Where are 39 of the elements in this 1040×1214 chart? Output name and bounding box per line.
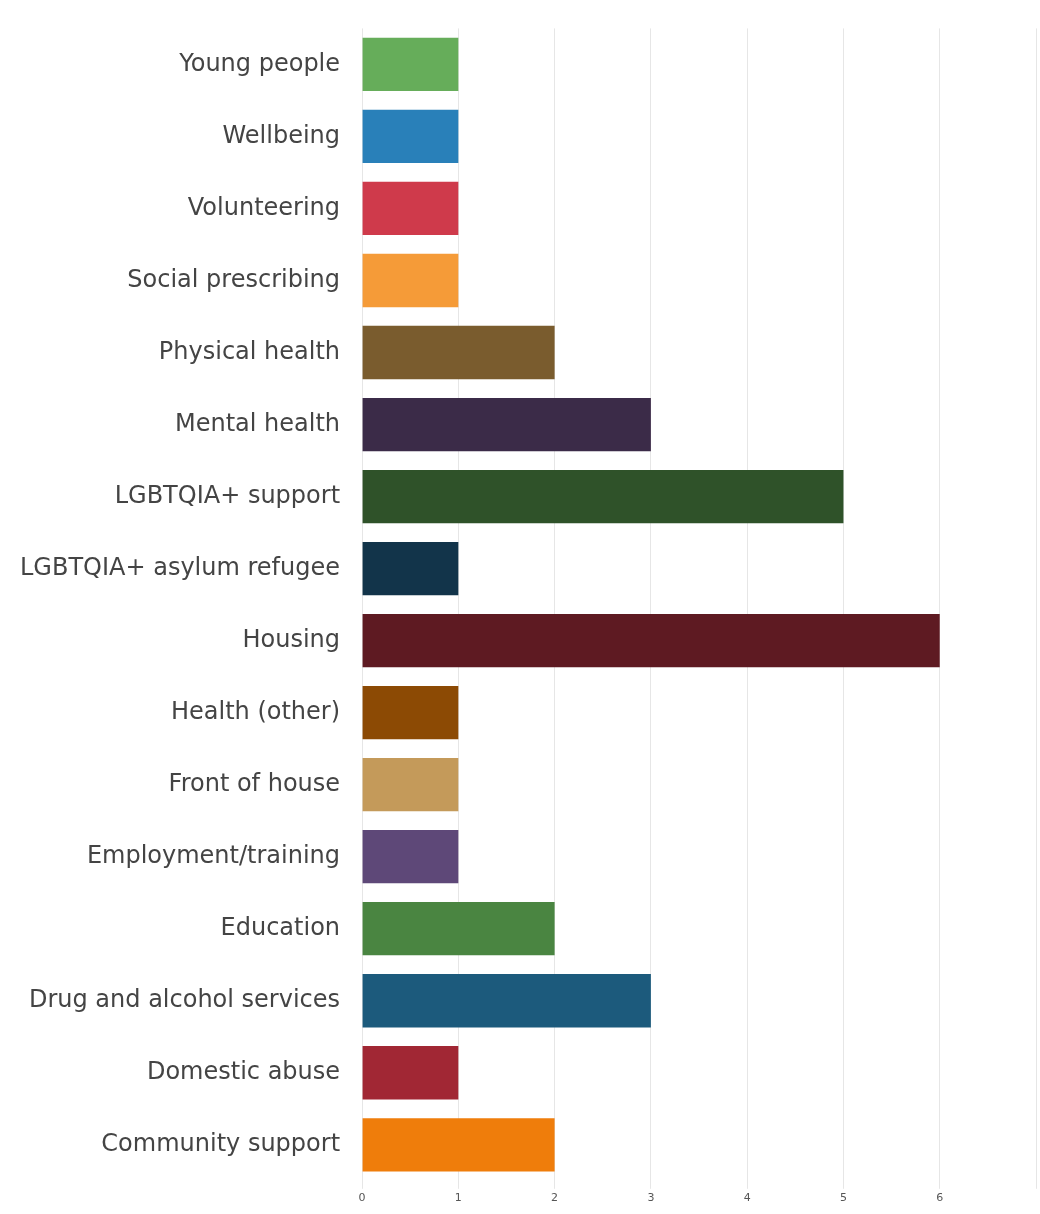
bar <box>362 613 940 668</box>
x-tick-label: 5 <box>839 1191 847 1205</box>
x-tick-label: 4 <box>743 1191 751 1205</box>
bar <box>362 181 459 236</box>
y-tick-label: Front of house <box>168 768 341 797</box>
bar <box>362 37 459 92</box>
y-tick-label: Employment/training <box>86 840 341 869</box>
y-tick-label: LGBTQIA+ asylum refugee <box>19 552 341 581</box>
x-tick-label: 2 <box>551 1191 559 1205</box>
y-tick-label: Wellbeing <box>222 120 341 149</box>
y-tick-label: Social prescribing <box>127 264 341 293</box>
y-tick-label: Physical health <box>158 336 341 365</box>
bar <box>362 758 459 812</box>
y-tick-label: Volunteering <box>187 192 341 221</box>
y-tick-label: Young people <box>178 48 341 77</box>
x-tick-label: 6 <box>936 1191 944 1205</box>
y-tick-label: Health (other) <box>170 696 341 725</box>
x-tick-label: 1 <box>454 1191 462 1205</box>
bar <box>362 541 459 596</box>
bar <box>362 253 459 308</box>
bar <box>362 1118 555 1172</box>
y-tick-label: Housing <box>242 624 341 653</box>
bar <box>362 397 651 452</box>
x-tick-label: 0 <box>358 1191 366 1205</box>
y-tick-label: Community support <box>101 1129 341 1158</box>
bar <box>362 685 459 740</box>
bar <box>362 469 844 524</box>
y-tick-label: Domestic abuse <box>146 1057 341 1085</box>
y-tick-label: Education <box>220 912 341 941</box>
y-tick-label: Drug and alcohol services <box>28 984 341 1013</box>
bar <box>362 830 459 884</box>
bar <box>362 974 651 1028</box>
y-tick-label: Mental health <box>174 408 341 437</box>
x-tick-label: 3 <box>647 1191 655 1205</box>
bar <box>362 109 459 164</box>
y-tick-label: LGBTQIA+ support <box>114 480 341 509</box>
bar <box>362 325 555 380</box>
bar <box>362 1046 459 1100</box>
bar <box>362 902 555 956</box>
